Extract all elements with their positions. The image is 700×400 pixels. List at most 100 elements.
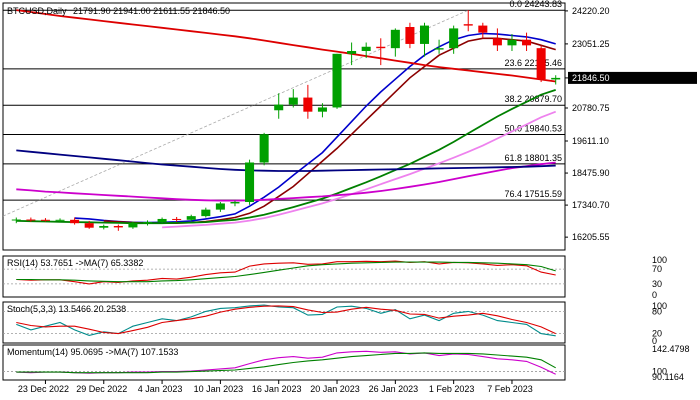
candle[interactable]	[463, 10, 473, 32]
price-tick-label: 18475.90	[572, 168, 610, 178]
candle-body	[361, 46, 371, 51]
candle[interactable]	[332, 53, 342, 109]
candle[interactable]	[113, 224, 123, 231]
candle-body	[449, 28, 459, 49]
candle[interactable]	[361, 42, 371, 59]
candle[interactable]	[376, 38, 386, 66]
candle[interactable]	[84, 220, 94, 229]
indicator-line-2	[16, 261, 556, 283]
candle[interactable]	[507, 34, 517, 51]
candle-body	[11, 219, 21, 221]
candle[interactable]	[40, 218, 50, 222]
ma-line-3	[16, 89, 556, 225]
ma-line-4	[162, 110, 557, 229]
candle[interactable]	[186, 214, 196, 221]
indicator-tick-label: 30	[652, 279, 662, 289]
candle[interactable]	[11, 217, 21, 224]
candle[interactable]	[245, 159, 255, 205]
candle-body	[201, 209, 211, 217]
candle-body	[288, 97, 298, 105]
indicator-tick-label: 100	[652, 301, 667, 311]
candle[interactable]	[201, 207, 211, 218]
candle[interactable]	[347, 42, 357, 66]
candle-body	[492, 38, 502, 46]
indicator-tick-label: 142.4798	[652, 344, 690, 354]
candle[interactable]	[128, 221, 138, 229]
candlesticks[interactable]	[11, 10, 561, 231]
candle-body	[390, 29, 400, 49]
candle[interactable]	[157, 217, 167, 224]
candle[interactable]	[230, 200, 240, 207]
candle-body	[172, 218, 182, 220]
candle-body	[128, 223, 138, 228]
candle[interactable]	[142, 220, 153, 226]
candle-body	[84, 223, 94, 228]
candle-body	[317, 107, 327, 112]
time-tick-label: 16 Jan 2023	[252, 384, 302, 394]
fib-label-23.6: 23.6 22165.46	[504, 58, 562, 68]
indicator-title: RSI(14) 53.7651 ->MA(7) 65.3382	[7, 258, 143, 268]
indicator-title: Momentum(14) 95.0695 ->MA(7) 107.1533	[7, 347, 178, 357]
candle[interactable]	[419, 22, 430, 57]
time-tick-label: 1 Feb 2023	[429, 384, 475, 394]
ma-line-7	[16, 149, 556, 172]
price-tick-label: 16205.55	[572, 232, 610, 242]
candle-body	[186, 216, 196, 220]
candle-body	[522, 39, 532, 46]
candle[interactable]	[317, 103, 327, 118]
candle[interactable]	[536, 45, 546, 83]
fib-label-50.0: 50.0 19840.53	[504, 124, 562, 134]
candle[interactable]	[492, 28, 502, 51]
candle-body	[40, 219, 50, 221]
indicator-tick-label: 100	[652, 255, 667, 265]
candle-body	[419, 25, 430, 44]
candle[interactable]	[551, 75, 561, 85]
candle-body	[507, 39, 517, 46]
candle-body	[230, 202, 240, 204]
candle-body	[26, 219, 36, 221]
candle[interactable]	[172, 216, 182, 222]
candle-body	[405, 26, 415, 44]
candle[interactable]	[215, 202, 225, 212]
moving-averages	[16, 9, 557, 229]
candle-body	[113, 226, 123, 228]
candle[interactable]	[26, 217, 36, 222]
momentum-pane-frame	[2, 344, 566, 381]
candle[interactable]	[274, 93, 284, 119]
candle[interactable]	[390, 28, 400, 57]
candle[interactable]	[55, 218, 65, 223]
candle[interactable]	[288, 89, 298, 108]
candle-body	[551, 77, 561, 80]
ma-line-5	[16, 9, 556, 83]
candle[interactable]	[478, 22, 488, 39]
candle[interactable]	[303, 84, 313, 119]
symbol-label: BTCUSD,Daily	[7, 6, 67, 16]
price-tick-label: 17340.70	[572, 200, 610, 210]
candle[interactable]	[99, 224, 109, 230]
candle[interactable]	[449, 25, 459, 54]
candle[interactable]	[434, 39, 444, 54]
price-axis: 24220.20 23051.25 21846.50 20780.75 19611.10…	[565, 6, 697, 242]
candle-body	[142, 222, 153, 224]
candle[interactable]	[405, 22, 415, 49]
indicator-tick-label: 20	[652, 329, 662, 339]
indicator-line-2	[16, 305, 556, 335]
candle-body	[478, 25, 488, 33]
candle-body	[55, 219, 65, 221]
ma-line-6	[16, 161, 556, 202]
candle-body	[259, 134, 269, 163]
candle-body	[376, 46, 386, 49]
candle[interactable]	[259, 132, 269, 166]
candle[interactable]	[522, 32, 532, 51]
candle-body	[463, 24, 473, 26]
fib-label-0.0: 0.0 24243.83	[509, 0, 562, 9]
candle[interactable]	[70, 217, 80, 225]
price-tick-label: 24220.20	[572, 6, 610, 16]
chart-header: BTCUSD,Daily 21791.90 21941.00 21611.55 …	[7, 6, 230, 16]
price-tick-label: 19611.10	[572, 136, 609, 146]
